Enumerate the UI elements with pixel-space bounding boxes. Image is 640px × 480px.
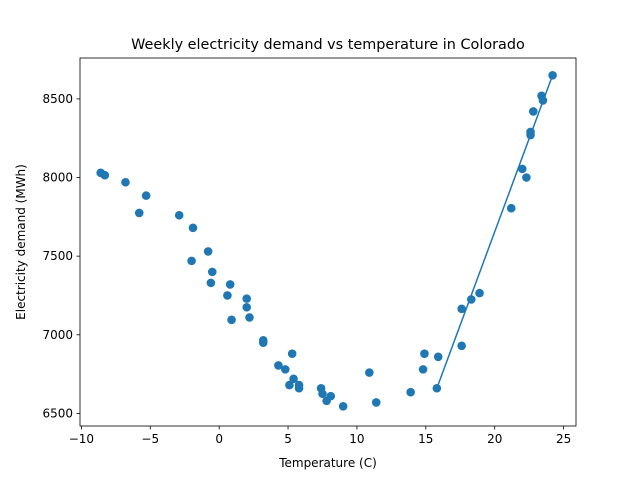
data-point (285, 380, 294, 390)
x-tick-label: 0 (215, 432, 223, 446)
data-point (338, 402, 348, 411)
data-point (223, 291, 232, 300)
data-point (287, 349, 297, 358)
data-point (121, 177, 130, 187)
chart-title: Weekly electricity demand vs temperature… (131, 37, 525, 53)
y-tick-label: 8000 (42, 171, 73, 185)
y-tick-label: 6500 (42, 406, 73, 420)
data-point (548, 70, 557, 80)
data-point (134, 208, 144, 218)
data-point (528, 107, 538, 116)
data-point (188, 223, 198, 233)
y-tick-label: 8500 (42, 92, 73, 106)
data-point (258, 338, 268, 347)
data-point (522, 173, 531, 182)
x-tick-label: 25 (556, 432, 571, 446)
data-point (242, 302, 252, 312)
data-point (100, 170, 110, 180)
data-point (433, 352, 443, 362)
plot-frame (79, 57, 577, 427)
data-point (203, 247, 213, 256)
data-point (245, 313, 254, 322)
data-point (289, 374, 298, 384)
data-point (294, 383, 304, 393)
x-tick-label: −10 (69, 432, 94, 446)
x-tick-label: 20 (487, 432, 502, 446)
data-point (322, 396, 331, 406)
fit-line (436, 75, 554, 389)
data-point (207, 267, 217, 277)
data-point (242, 294, 252, 303)
data-point (187, 256, 196, 266)
y-axis-label: Electricity demand (MWh) (14, 164, 28, 320)
data-point (432, 383, 442, 393)
data-point (280, 365, 290, 374)
data-point (466, 295, 476, 304)
x-axis-label: Temperature (C) (278, 456, 377, 470)
data-point (475, 288, 484, 298)
data-point (538, 96, 548, 105)
data-point (225, 280, 235, 289)
data-point (457, 304, 466, 314)
data-point (420, 349, 429, 358)
plot-area: −10 −5 0 5 10 15 20 25 6500 7000 7500 8000 8500 (42, 57, 577, 446)
x-tick-label: 5 (284, 432, 292, 446)
y-tick-label: 7000 (42, 328, 73, 342)
data-point (406, 387, 415, 397)
y-tick-label: 7500 (42, 249, 73, 263)
data-point (526, 130, 535, 140)
x-tick-label: −5 (141, 432, 159, 446)
data-point (141, 191, 151, 200)
data-point (318, 389, 327, 399)
x-tick-label: 10 (349, 432, 364, 446)
data-point (418, 365, 428, 374)
data-point (517, 164, 527, 174)
data-point (365, 368, 374, 377)
data-point (206, 278, 216, 288)
x-tick-label: 15 (418, 432, 433, 446)
data-point (457, 341, 466, 351)
data-point (174, 210, 184, 220)
data-point (506, 203, 516, 213)
data-point (274, 361, 283, 370)
data-point (227, 315, 236, 325)
data-point (371, 398, 381, 407)
